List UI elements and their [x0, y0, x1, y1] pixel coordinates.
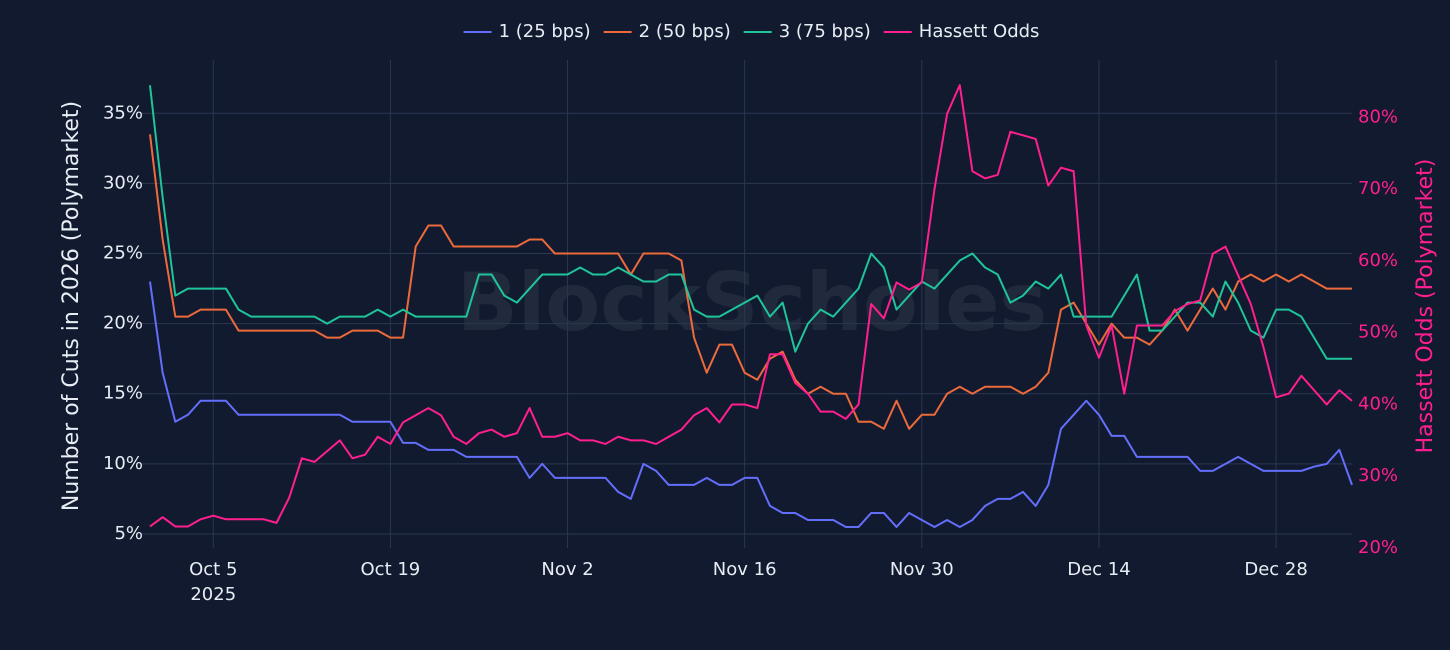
y2-tick-label: 70%: [1358, 178, 1398, 199]
x-tick-label: 2025: [190, 584, 236, 605]
y-tick-label: 35%: [103, 102, 143, 123]
x-tick-label: Nov 2: [541, 559, 593, 580]
x-tick-label: Dec 28: [1244, 559, 1307, 580]
grid: [140, 60, 1352, 548]
legend-label: Hassett Odds: [919, 21, 1040, 42]
y-tick-label: 20%: [103, 313, 143, 334]
series-line: [149, 134, 1352, 430]
x-tick-label: Nov 16: [713, 559, 777, 580]
y2-tick-label: 80%: [1358, 106, 1398, 127]
x-tick-label: Dec 14: [1067, 559, 1130, 580]
legend-label: 1 (25 bps): [499, 21, 591, 42]
watermark: BlockScholes: [457, 256, 1047, 349]
y-tick-label: 5%: [114, 523, 143, 544]
series-line: [149, 84, 1353, 528]
series-line: [149, 281, 1353, 528]
y-tick-label: 30%: [103, 172, 143, 193]
y2-tick-label: 50%: [1358, 322, 1398, 343]
x-tick-label: Nov 30: [890, 559, 954, 580]
y-tick-label: 25%: [103, 243, 143, 264]
y2-tick-label: 30%: [1358, 465, 1398, 486]
legend: 1 (25 bps) 2 (50 bps) 3 (75 bps) Hassett Od…: [463, 21, 1040, 42]
legend-label: 2 (50 bps): [639, 21, 731, 42]
legend-label: 3 (75 bps): [779, 21, 871, 42]
y-axis-title: Number of Cuts in 2026 (Polymarket): [59, 101, 84, 511]
y2-tick-label: 40%: [1358, 393, 1398, 414]
y-tick-label: 15%: [103, 383, 143, 404]
y2-tick-label: 20%: [1358, 537, 1398, 558]
y2-tick-label: 60%: [1358, 250, 1398, 271]
x-tick-label: Oct 5: [189, 559, 237, 580]
x-tick-label: Oct 19: [361, 559, 421, 580]
y-tick-label: 10%: [103, 453, 143, 474]
y2-axis-title: Hassett Odds (Polymarket): [1413, 159, 1438, 454]
series-line: [149, 85, 1352, 360]
